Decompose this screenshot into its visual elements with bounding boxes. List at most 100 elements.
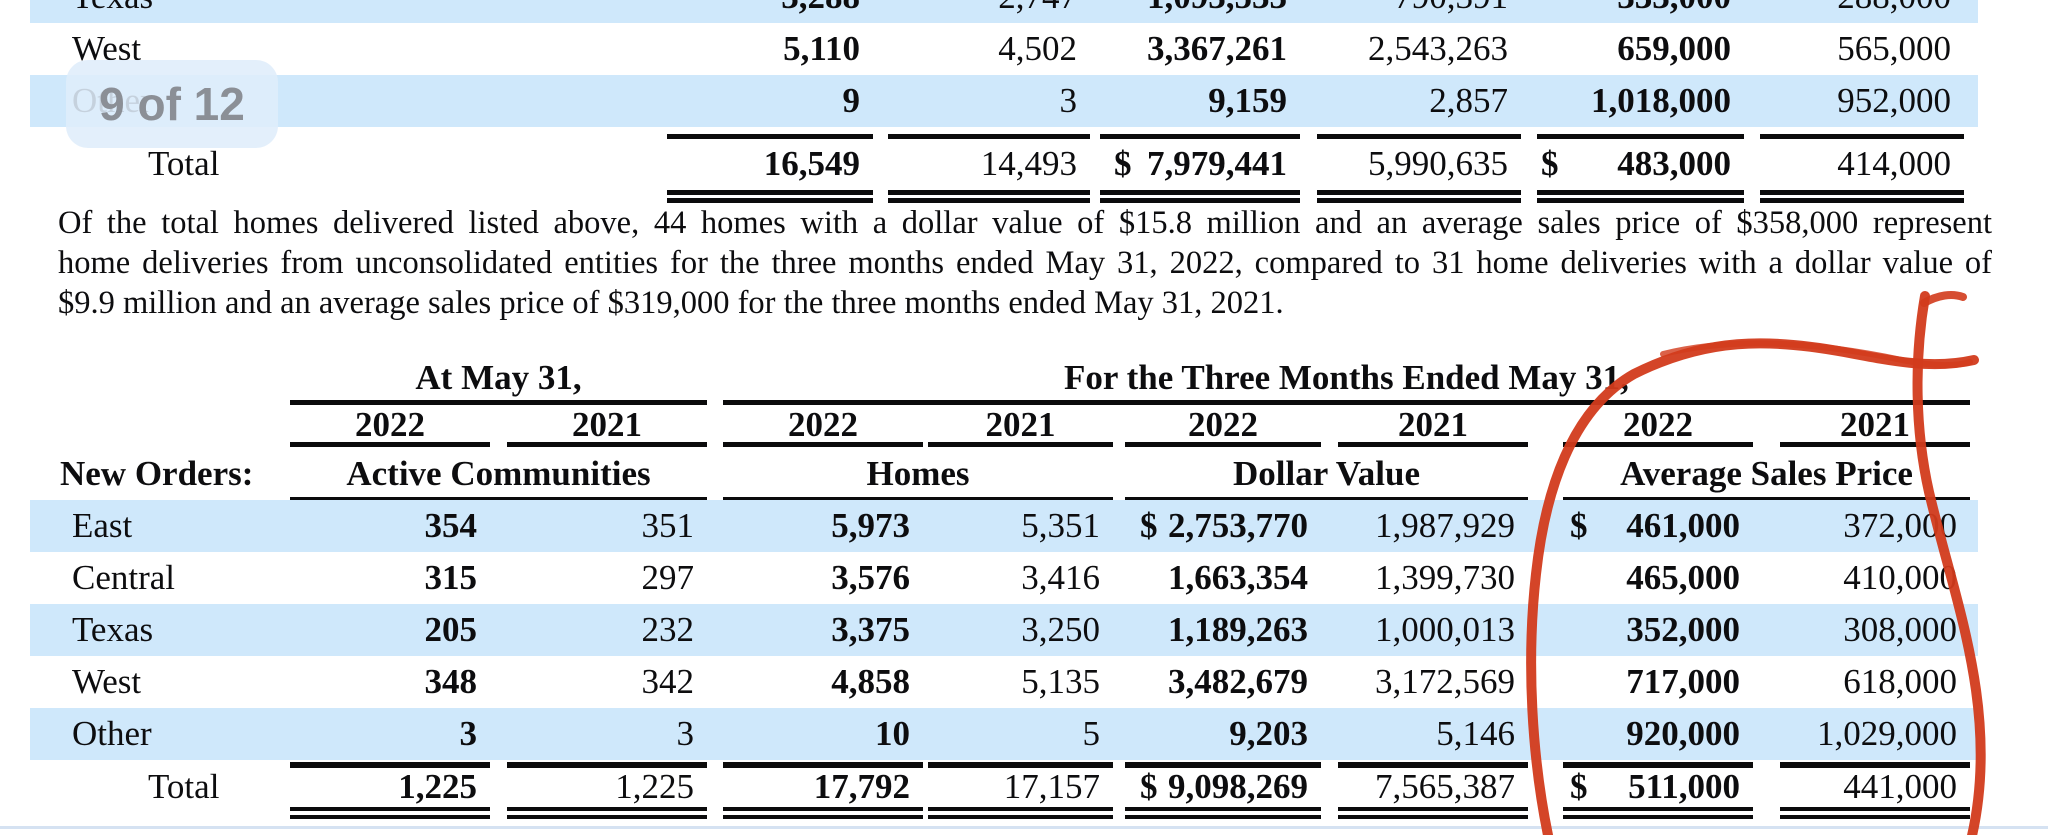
row-label: East	[72, 506, 133, 545]
rule	[290, 400, 707, 405]
cell-avg-price-2021: 308,000	[1843, 610, 1957, 649]
year-header: 2021	[572, 405, 642, 444]
cell-homes-2021: 5,351	[1021, 506, 1100, 545]
cell-value: 7,979,441	[1147, 144, 1287, 183]
rule	[1100, 198, 1300, 203]
rule	[928, 807, 1113, 811]
table-row-total: Total 16,549 14,493 $ 7,979,441 5,990,63…	[0, 140, 2048, 188]
cell-avg-price-2021: 288,000	[1760, 0, 1964, 23]
table-row: Texas 3,288 2,747 1,093,533 790,391 333,…	[0, 0, 2048, 23]
cell-dollar-value-2021: 1,987,929	[1375, 506, 1515, 545]
cell-homes-2021: 2,747	[888, 0, 1090, 23]
rule	[1317, 190, 1521, 195]
cell-dollar-value-2022: 1,189,263	[1168, 610, 1308, 649]
cell-dollar-value-2021: 790,391	[1317, 0, 1521, 23]
table-row: Other 3 3 10 5 9,203 5,146 920,000 1,029…	[0, 708, 2048, 760]
col-group-dollar-value: Dollar Value	[1232, 454, 1421, 493]
rule	[1125, 807, 1321, 811]
col-group-period: For the Three Months Ended May 31,	[1064, 358, 1629, 397]
cell-value: 483,000	[1617, 144, 1731, 183]
rule	[1125, 497, 1528, 502]
cell-dollar-value-2021: 3,172,569	[1375, 662, 1515, 701]
cell-avg-price-2021: 372,000	[1843, 506, 1957, 545]
rule	[667, 198, 873, 203]
year-header: 2022	[1623, 405, 1693, 444]
cell-value: 9,098,269	[1168, 767, 1308, 806]
cell-ac-2021: 351	[641, 506, 695, 545]
rule	[290, 497, 707, 502]
cell-homes-2021: 5,135	[1021, 662, 1100, 701]
year-header: 2021	[1840, 405, 1910, 444]
table-header-row: At May 31, For the Three Months Ended Ma…	[0, 358, 2048, 398]
row-highlight	[30, 75, 1978, 127]
table-row: East 354 351 5,973 5,351 $ 2,753,770 1,9…	[0, 500, 2048, 552]
rule	[1780, 807, 1970, 811]
row-highlight	[30, 0, 1978, 23]
dollar-sign: $	[1570, 767, 1588, 806]
cell-ac-2021: 1,225	[615, 767, 694, 806]
cell-avg-price-2022: $ 511,000	[1563, 768, 1753, 806]
cell-homes-2021: 3	[1059, 81, 1078, 120]
cell-avg-price-2021: 414,000	[1837, 144, 1951, 183]
rule	[290, 442, 490, 447]
cell-homes-2021: 17,157	[1003, 767, 1100, 806]
rule	[1338, 815, 1528, 819]
rule	[1563, 442, 1753, 447]
cell-dollar-value-2021: 1,399,730	[1375, 558, 1515, 597]
rule	[723, 497, 1113, 502]
year-header: 2022	[355, 405, 425, 444]
dollar-sign: $	[1140, 767, 1158, 806]
cell-avg-price-2022: 333,000	[1537, 0, 1744, 23]
rule	[1780, 442, 1970, 447]
rule	[507, 807, 707, 811]
rule	[723, 442, 923, 447]
row-label: Total	[148, 144, 220, 183]
cell-avg-price-2021: 952,000	[1837, 81, 1951, 120]
year-header: 2021	[1398, 405, 1468, 444]
cell-avg-price-2022: 1,018,000	[1591, 81, 1731, 120]
cell-avg-price-2021: 565,000	[1837, 29, 1951, 68]
cell-avg-price-2021: 1,029,000	[1817, 714, 1957, 753]
table-row: Central 315 297 3,576 3,416 1,663,354 1,…	[0, 552, 2048, 604]
row-label: Texas	[72, 0, 153, 23]
cell-dollar-value-2022: 9,203	[1229, 714, 1308, 753]
dollar-sign: $	[1140, 506, 1158, 545]
paragraph-line: $9.9 million and an average sales price …	[58, 285, 1284, 321]
cell-homes-2022: 3,375	[831, 610, 910, 649]
rule	[1760, 198, 1964, 203]
cell-avg-price-2021: 618,000	[1843, 662, 1957, 701]
table-years-row: 2022 2021 2022 2021 2022 2021 2022 2021	[0, 405, 2048, 444]
cell-ac-2021: 3	[676, 714, 695, 753]
rule	[1338, 762, 1528, 768]
rule	[1760, 190, 1964, 195]
paragraph-line: Of the total homes delivered listed abov…	[58, 205, 1992, 241]
rule	[290, 762, 490, 768]
rule	[888, 134, 1090, 139]
cell-dollar-value-2022: 1,663,354	[1168, 558, 1308, 597]
rule	[928, 815, 1113, 819]
dollar-sign: $	[1541, 144, 1559, 183]
cell-value: 461,000	[1626, 506, 1740, 545]
cell-dollar-value-2022: 3,367,261	[1147, 29, 1287, 68]
page-indicator-label: 9 of 12	[99, 78, 245, 130]
cell-avg-price-2022: 352,000	[1626, 610, 1740, 649]
table-row: West 348 342 4,858 5,135 3,482,679 3,172…	[0, 656, 2048, 708]
cell-dollar-value-2022: 9,159	[1208, 81, 1287, 120]
cell-dollar-value-2022: $ 7,979,441	[1100, 140, 1300, 188]
table-groups-row: New Orders: Active Communities Homes Dol…	[0, 455, 2048, 493]
cell-dollar-value-2022: $ 2,753,770	[1125, 500, 1321, 552]
cell-ac-2022: 315	[424, 558, 478, 597]
row-label: Total	[148, 767, 220, 806]
cell-dollar-value-2022: $ 9,098,269	[1125, 768, 1321, 806]
cell-ac-2022: 3	[459, 714, 478, 753]
body-paragraph: Of the total homes delivered listed abov…	[58, 203, 1992, 323]
page-bottom-divider	[0, 826, 2048, 829]
cell-homes-2021: 14,493	[980, 144, 1077, 183]
cell-value: 511,000	[1628, 767, 1740, 806]
rule	[1760, 134, 1964, 139]
cell-dollar-value-2021: 2,857	[1429, 81, 1508, 120]
cell-homes-2022: 10	[875, 714, 910, 753]
cell-avg-price-2021: 441,000	[1843, 767, 1957, 806]
col-group-at-may: At May 31,	[415, 358, 582, 397]
